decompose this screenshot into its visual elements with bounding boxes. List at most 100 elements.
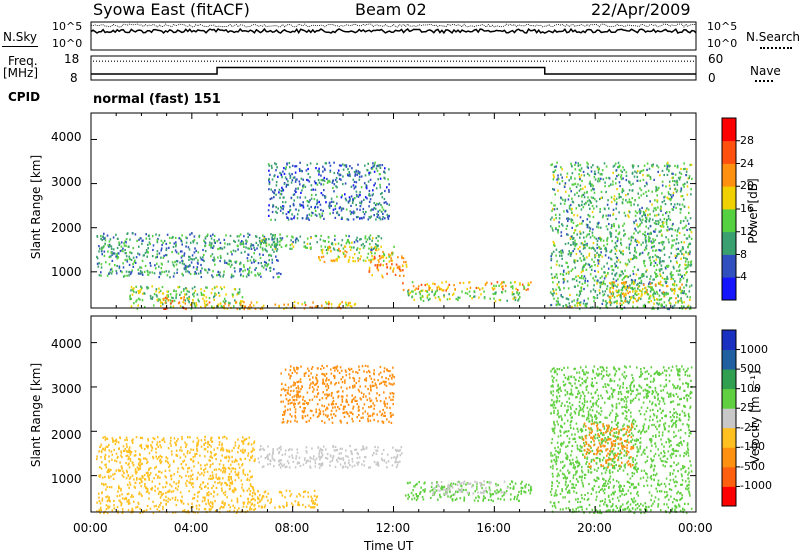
power-cell bbox=[154, 256, 157, 259]
power-cell bbox=[336, 211, 339, 214]
power-cell bbox=[128, 245, 130, 248]
power-cell bbox=[613, 164, 616, 167]
power-cell bbox=[202, 248, 204, 252]
power-cell bbox=[624, 287, 626, 290]
velocity-cell bbox=[399, 454, 402, 457]
power-cell bbox=[437, 285, 440, 288]
velocity-cell bbox=[310, 382, 312, 385]
power-cell bbox=[552, 178, 555, 181]
velocity-cell bbox=[169, 498, 172, 501]
power-cell bbox=[664, 203, 667, 206]
power-cell bbox=[658, 268, 661, 271]
power-cell bbox=[263, 235, 266, 238]
velocity-cell bbox=[356, 456, 359, 460]
velocity-cell bbox=[189, 458, 192, 461]
power-cell bbox=[233, 287, 236, 291]
velocity-cell bbox=[122, 475, 125, 478]
power-cell bbox=[212, 245, 215, 248]
power-cell bbox=[655, 220, 657, 223]
power-cell bbox=[225, 293, 227, 296]
power-cell bbox=[591, 234, 594, 237]
power-cell bbox=[354, 302, 357, 306]
velocity-cell bbox=[387, 460, 390, 463]
power-cell bbox=[202, 293, 204, 296]
velocity-cell bbox=[286, 460, 289, 463]
velocity-cell bbox=[309, 409, 312, 412]
velocity-cell bbox=[289, 402, 292, 405]
power-cell bbox=[231, 263, 233, 266]
power-cell bbox=[561, 249, 564, 252]
power-cell bbox=[612, 180, 614, 183]
power-cell bbox=[642, 232, 644, 236]
power-cell bbox=[638, 284, 641, 288]
velocity-cell bbox=[139, 482, 141, 485]
power-cell bbox=[566, 209, 568, 212]
power-cell bbox=[653, 222, 656, 225]
power-cell bbox=[226, 307, 229, 310]
power-cell bbox=[152, 248, 154, 252]
power-cell bbox=[581, 242, 584, 245]
power-cell bbox=[347, 303, 350, 306]
power-cell bbox=[336, 195, 338, 198]
velocity-cell bbox=[134, 468, 137, 471]
velocity-cell bbox=[224, 456, 226, 459]
power-cell bbox=[654, 283, 657, 287]
power-cell bbox=[285, 213, 288, 216]
velocity-cell bbox=[165, 456, 167, 459]
power-cell bbox=[650, 288, 653, 291]
velocity-cell bbox=[296, 448, 299, 451]
power-cell bbox=[276, 249, 278, 253]
power-cell bbox=[662, 271, 664, 274]
power-cell bbox=[666, 165, 669, 168]
power-cell bbox=[173, 289, 175, 292]
velocity-cell bbox=[211, 440, 214, 443]
velocity-cell bbox=[231, 480, 234, 483]
power-cell bbox=[279, 233, 281, 236]
power-cell bbox=[149, 264, 152, 267]
velocity-cell bbox=[179, 491, 182, 494]
power-cell bbox=[326, 177, 328, 181]
power-cell bbox=[181, 234, 183, 237]
power-cell bbox=[219, 259, 221, 263]
velocity-cell bbox=[361, 463, 363, 466]
power-cell bbox=[581, 274, 583, 278]
power-cell bbox=[680, 167, 682, 171]
power-cell bbox=[240, 268, 242, 271]
power-cell bbox=[341, 239, 344, 242]
power-cell bbox=[374, 264, 377, 267]
velocity-cell bbox=[119, 461, 121, 464]
velocity-cell bbox=[163, 498, 165, 502]
velocity-cell bbox=[136, 466, 139, 469]
velocity-cell bbox=[185, 443, 188, 446]
power-cell bbox=[629, 299, 631, 302]
power-cell bbox=[687, 261, 690, 264]
power-cell bbox=[156, 295, 158, 298]
velocity-cell bbox=[338, 457, 341, 460]
velocity-cell bbox=[156, 436, 159, 439]
velocity-cell bbox=[192, 440, 195, 443]
velocity-cell bbox=[211, 503, 214, 506]
velocity-cell bbox=[264, 456, 267, 460]
velocity-cell bbox=[337, 456, 340, 459]
power-cell bbox=[139, 266, 141, 269]
velocity-cell bbox=[170, 485, 173, 488]
power-cell bbox=[381, 164, 384, 167]
power-cell bbox=[606, 287, 608, 290]
velocity-cell bbox=[203, 443, 205, 447]
power-cell bbox=[156, 241, 159, 244]
power-cell bbox=[678, 269, 681, 272]
power-cell bbox=[441, 289, 444, 292]
power-cell bbox=[269, 253, 271, 256]
velocity-cell bbox=[138, 453, 141, 456]
power-cell bbox=[175, 259, 178, 263]
power-cell bbox=[300, 204, 303, 207]
power-cell bbox=[572, 201, 575, 204]
power-cell bbox=[579, 230, 581, 233]
velocity-cell bbox=[159, 491, 162, 494]
velocity-cell bbox=[381, 412, 384, 415]
power-cell bbox=[673, 304, 676, 307]
velocity-cell bbox=[190, 506, 192, 509]
power-cell bbox=[170, 305, 172, 308]
velocity-cell bbox=[321, 397, 324, 400]
power-cell bbox=[623, 283, 626, 286]
